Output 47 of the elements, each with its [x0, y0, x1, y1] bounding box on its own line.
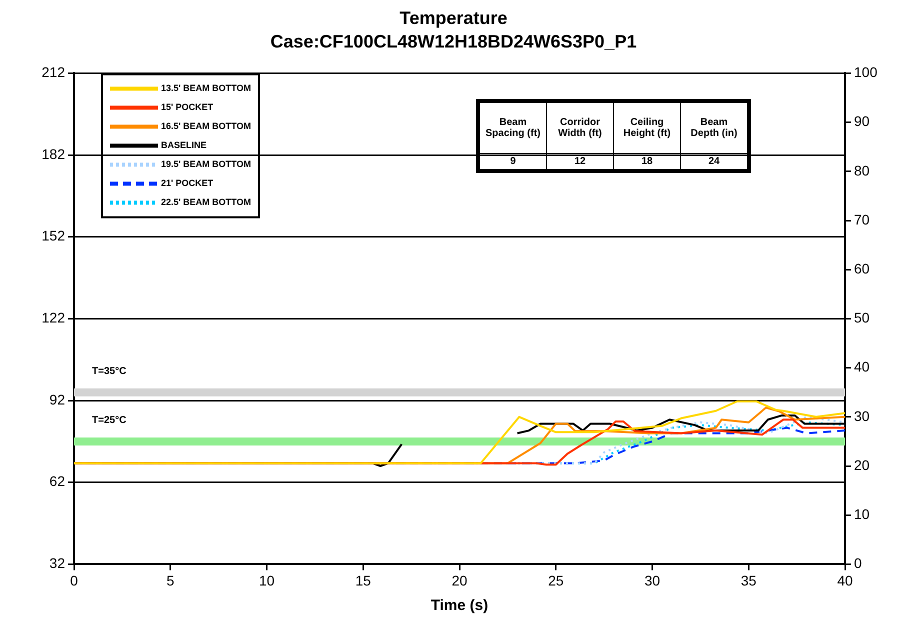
x-tick-label: 5	[166, 572, 174, 588]
x-tick-label: 30	[644, 572, 660, 588]
x-tick-label: 35	[740, 572, 757, 588]
annotation: 12	[546, 154, 614, 171]
legend-label: 16.5' BEAM BOTTOM	[161, 121, 251, 132]
legend-label: 21' POCKET	[161, 178, 214, 188]
annotation: Beam Spacing (ft)	[478, 101, 546, 154]
x-tick-label: 40	[837, 572, 853, 588]
y-tick-label: 212	[42, 64, 66, 80]
y-tick-label: 122	[42, 310, 66, 326]
y-tick-label: 182	[42, 146, 66, 162]
annotation: Beam Depth (in)	[680, 101, 749, 154]
chart-subtitle: Case:CF100CL48W12H18BD24W6S3P0_P1	[270, 31, 637, 52]
y2-tick-label: 20	[854, 456, 870, 473]
y2-tick-label: 30	[854, 408, 870, 424]
annotation: Corridor Width (ft)	[546, 101, 614, 154]
legend-label: 15' POCKET	[161, 102, 214, 112]
legend-label: 19.5' BEAM BOTTOM	[161, 159, 251, 170]
y2-tick-label: 10	[854, 506, 870, 522]
y2-tick-label: 90	[854, 113, 870, 130]
annotation: 18	[614, 154, 680, 171]
y-tick-label: 92	[49, 391, 66, 408]
x-tick-label: 10	[258, 572, 275, 588]
legend-label: BASELINE	[161, 140, 207, 150]
y2-tick-label: 80	[854, 162, 870, 178]
chart-title: Temperature	[400, 8, 508, 28]
ref-line-label: T=35°C	[92, 366, 126, 378]
annotation: 24	[680, 154, 749, 171]
x-axis-title: Time (s)	[430, 597, 488, 614]
legend-label: 22.5' BEAM BOTTOM	[161, 197, 251, 208]
y2-tick-label: 0	[854, 555, 862, 572]
y2-tick-label: 40	[854, 358, 870, 375]
annotation: 9	[478, 154, 546, 171]
y2-tick-label: 60	[854, 260, 870, 276]
y2-tick-label: 50	[854, 310, 870, 326]
x-tick-label: 0	[70, 572, 78, 588]
ref-line-label: T=25°C	[92, 415, 126, 426]
y-tick-label: 62	[49, 473, 66, 490]
y2-tick-label: 100	[854, 64, 878, 80]
legend-label: 13.5' BEAM BOTTOM	[161, 83, 251, 94]
x-tick-label: 20	[452, 572, 468, 588]
annotation: Ceiling Height (ft)	[614, 101, 680, 154]
y-tick-label: 32	[49, 555, 66, 572]
y2-tick-label: 70	[854, 211, 870, 228]
x-tick-label: 15	[355, 572, 372, 588]
x-tick-label: 25	[548, 572, 564, 588]
y-tick-label: 152	[42, 228, 66, 244]
